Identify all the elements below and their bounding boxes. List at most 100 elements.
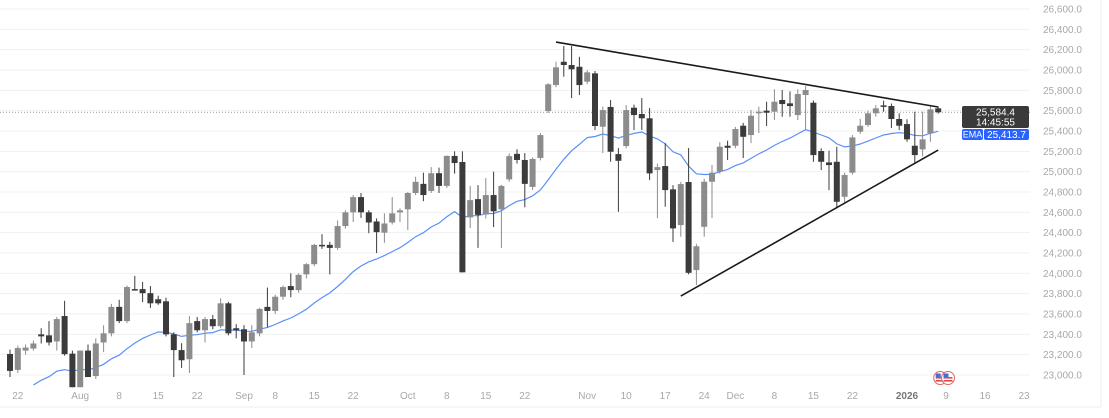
candle-2025-11-19[interactable] (677, 181, 684, 237)
candle-2025-10-01[interactable] (404, 192, 411, 231)
candle-2025-08-28[interactable] (225, 301, 232, 336)
candle-2025-08-04[interactable] (85, 344, 91, 378)
candle-2025-09-17[interactable] (326, 241, 333, 275)
candle-2025-12-12[interactable] (802, 86, 809, 130)
candle-2025-09-23[interactable] (358, 193, 364, 218)
candle-2025-12-22[interactable] (849, 135, 856, 175)
candle-2025-08-07[interactable] (108, 303, 115, 337)
candle-2025-11-18[interactable] (670, 185, 676, 242)
candle-2025-12-29[interactable] (880, 100, 887, 112)
candle-2025-08-11[interactable] (124, 285, 130, 324)
candle-2025-08-14[interactable] (147, 286, 154, 308)
candle-2025-11-07[interactable] (615, 148, 622, 212)
candle-2025-11-25[interactable] (709, 165, 715, 219)
candle-2025-11-14[interactable] (654, 163, 661, 219)
candle-2025-10-22[interactable] (521, 153, 528, 208)
candle-2025-12-30[interactable] (888, 103, 895, 129)
candle-2025-12-09[interactable] (779, 90, 786, 117)
us-flag-icon[interactable] (941, 371, 955, 385)
candle-2025-12-19[interactable] (841, 172, 848, 204)
candle-2025-10-03[interactable] (420, 172, 427, 202)
lower-trendline[interactable] (680, 149, 939, 297)
candle-2025-12-02[interactable] (740, 122, 747, 159)
candle-2025-11-21[interactable] (693, 243, 700, 286)
candle-2025-08-13[interactable] (139, 281, 146, 303)
candle-2025-08-12[interactable] (131, 275, 138, 291)
candle-2025-09-15[interactable] (311, 243, 318, 267)
candle-2026-01-06[interactable] (919, 111, 926, 157)
candle-2025-12-17[interactable] (826, 150, 832, 191)
candle-2025-11-06[interactable] (607, 99, 614, 162)
upper-trendline[interactable] (555, 41, 939, 108)
candle-2026-01-08[interactable] (935, 106, 942, 114)
candle-2025-08-15[interactable] (155, 295, 162, 305)
candle-2025-11-17[interactable] (662, 143, 669, 207)
candle-2025-09-03[interactable] (248, 325, 255, 349)
candle-2025-12-18[interactable] (833, 146, 840, 209)
candle-2025-10-30[interactable] (568, 46, 575, 99)
candle-2025-10-17[interactable] (498, 184, 505, 248)
candle-2025-11-12[interactable] (638, 98, 645, 130)
candle-2025-09-26[interactable] (381, 213, 388, 243)
candle-2025-08-19[interactable] (170, 332, 177, 378)
candle-2025-08-01[interactable] (77, 350, 84, 388)
candle-2025-08-27[interactable] (217, 298, 224, 329)
candle-2025-10-21[interactable] (514, 149, 520, 164)
candle-2025-08-22[interactable] (194, 317, 201, 333)
candle-2025-12-15[interactable] (810, 100, 817, 162)
candle-2025-10-14[interactable] (475, 185, 481, 248)
candle-2025-09-29[interactable] (389, 197, 396, 225)
candle-2025-07-24[interactable] (30, 340, 37, 351)
candle-2025-11-20[interactable] (685, 148, 692, 275)
candle-2025-11-10[interactable] (623, 105, 630, 149)
candle-2025-09-02[interactable] (241, 325, 247, 375)
candle-2025-12-31[interactable] (896, 113, 903, 130)
candle-2025-11-05[interactable] (599, 106, 606, 154)
event-markers[interactable] (933, 371, 955, 385)
candle-2025-07-29[interactable] (53, 317, 60, 351)
candle-2025-08-26[interactable] (209, 315, 216, 330)
candle-2025-09-30[interactable] (397, 208, 403, 222)
candle-2025-08-29[interactable] (233, 324, 240, 339)
candle-2025-08-21[interactable] (186, 316, 193, 373)
candle-2025-08-08[interactable] (116, 299, 123, 324)
candle-2025-12-08[interactable] (771, 89, 778, 121)
candle-2025-12-23[interactable] (857, 118, 864, 135)
candle-2025-11-28[interactable] (724, 140, 731, 161)
candle-2025-11-03[interactable] (584, 70, 591, 85)
candle-2025-12-24[interactable] (865, 110, 871, 127)
candle-2025-11-24[interactable] (701, 178, 708, 237)
candle-2025-07-31[interactable] (69, 350, 76, 388)
candle-2025-09-25[interactable] (373, 218, 380, 253)
candle-2025-10-10[interactable] (459, 151, 466, 273)
candle-2025-12-01[interactable] (732, 126, 739, 149)
candle-2025-11-04[interactable] (592, 71, 598, 130)
candle-2025-10-28[interactable] (553, 61, 559, 88)
candle-2026-01-02[interactable] (904, 119, 910, 142)
trendlines[interactable] (555, 41, 939, 297)
candle-2025-12-05[interactable] (763, 101, 770, 127)
candle-2025-09-12[interactable] (303, 263, 310, 279)
candle-2025-09-05[interactable] (264, 287, 271, 328)
candle-2025-10-07[interactable] (436, 167, 442, 194)
candle-2025-07-25[interactable] (38, 328, 45, 344)
candle-2025-08-05[interactable] (92, 338, 99, 380)
candle-2025-11-11[interactable] (631, 104, 637, 130)
candle-2025-09-04[interactable] (256, 307, 263, 337)
candle-2025-09-19[interactable] (342, 210, 349, 229)
candle-2025-09-22[interactable] (350, 195, 357, 222)
candle-2025-09-11[interactable] (295, 273, 302, 293)
candle-2025-12-04[interactable] (755, 106, 762, 134)
candle-2025-09-18[interactable] (334, 220, 341, 250)
candle-2025-09-10[interactable] (287, 273, 294, 298)
candle-2025-07-30[interactable] (61, 300, 68, 356)
candle-2025-10-16[interactable] (490, 171, 497, 228)
candle-2025-09-24[interactable] (365, 210, 372, 234)
candle-2025-07-23[interactable] (22, 344, 29, 355)
candle-2025-10-02[interactable] (412, 176, 419, 196)
candle-2025-07-22[interactable] (14, 345, 21, 373)
candle-2025-12-26[interactable] (872, 105, 879, 117)
candle-2025-08-25[interactable] (202, 317, 208, 343)
candle-2025-10-08[interactable] (443, 155, 450, 188)
